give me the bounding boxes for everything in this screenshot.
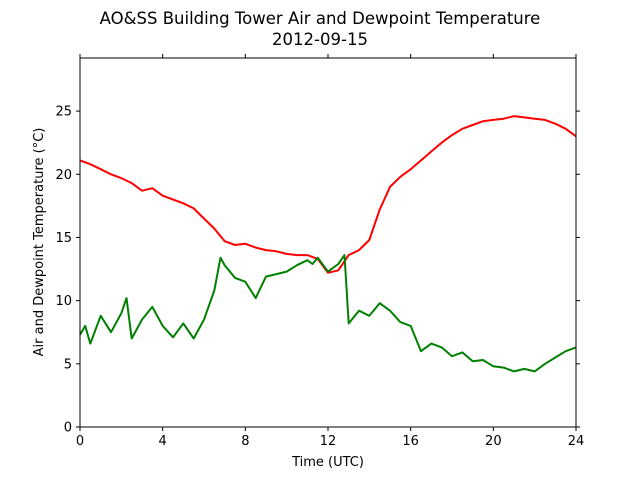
x-axis-label: Time (UTC) xyxy=(291,455,364,470)
y-axis-label: Air and Dewpoint Temperature (°C) xyxy=(32,128,47,357)
y-tick-label: 20 xyxy=(55,168,72,183)
y-tick-label: 15 xyxy=(55,231,72,246)
x-tick-label: 4 xyxy=(159,434,167,449)
chart-subtitle: 2012-09-15 xyxy=(272,30,368,49)
x-tick-label: 16 xyxy=(402,434,419,449)
y-tick-label: 0 xyxy=(64,421,72,436)
axis-ticks: 0 4 8 12 16 20 24 0 5 10 15 20 25 xyxy=(55,54,584,449)
chart-title: AO&SS Building Tower Air and Dewpoint Te… xyxy=(100,9,541,28)
plot-frame xyxy=(79,57,577,428)
series-line-0 xyxy=(79,115,577,274)
x-tick-label: 8 xyxy=(241,434,249,449)
x-tick-label: 12 xyxy=(320,434,337,449)
x-tick-label: 24 xyxy=(568,434,585,449)
series-line-1 xyxy=(79,254,577,373)
x-tick-label: 20 xyxy=(485,434,502,449)
y-tick-label: 10 xyxy=(55,294,72,309)
x-tick-label: 0 xyxy=(76,434,84,449)
y-tick-label: 25 xyxy=(55,105,72,120)
y-tick-label: 5 xyxy=(64,357,72,372)
plot-area xyxy=(79,115,577,373)
